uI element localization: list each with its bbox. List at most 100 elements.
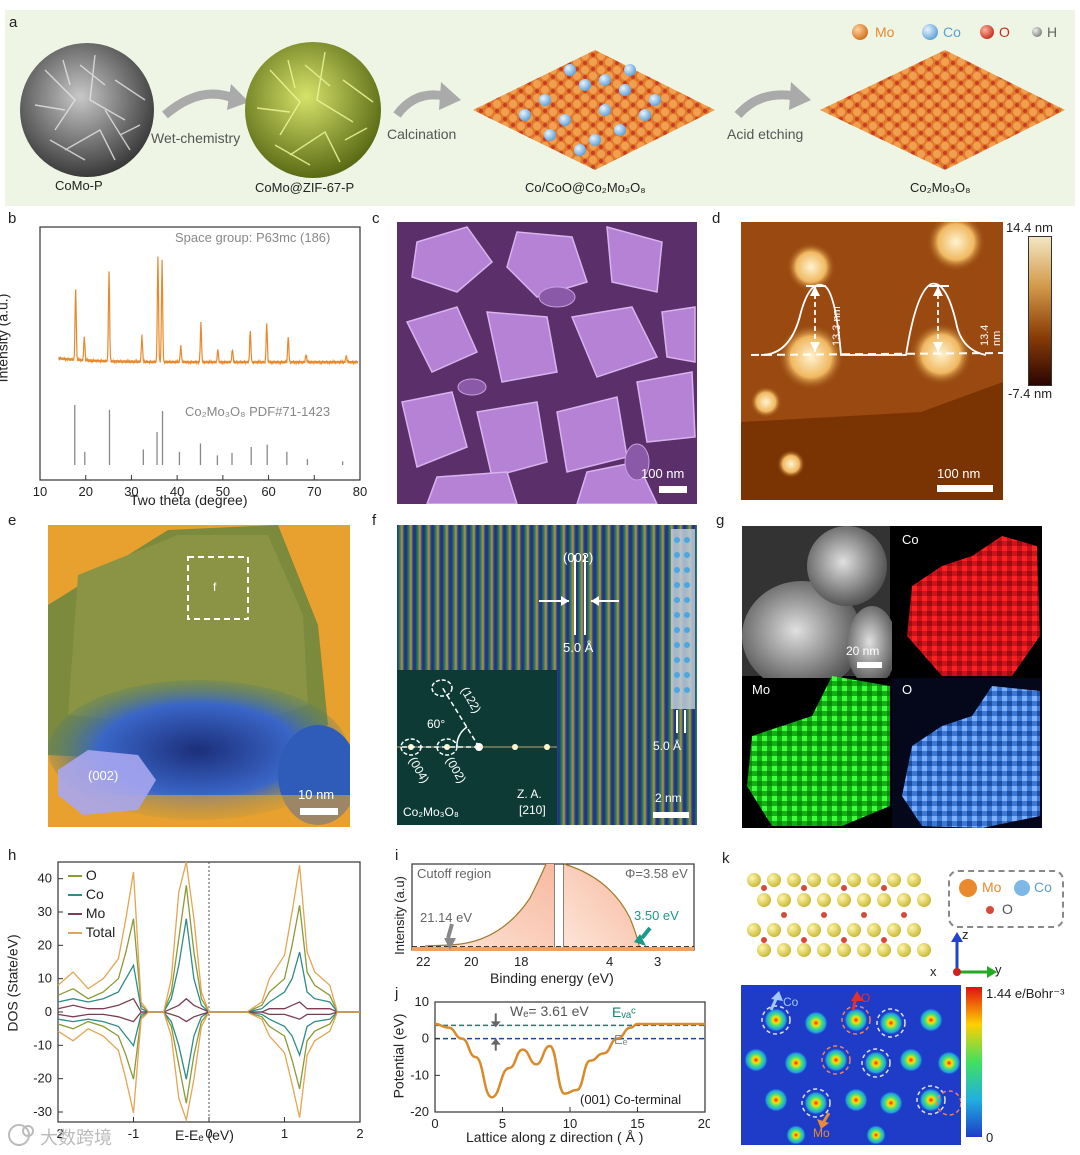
potential-wf: Wₑ= 3.61 eV <box>510 1003 589 1019</box>
arrow-2 <box>393 90 446 118</box>
xrd-chart: 10 20 30 40 50 60 70 80 <box>33 226 367 499</box>
dos-ytick-label-6: 30 <box>38 904 52 919</box>
axis-x: x <box>930 964 937 979</box>
panel-letter-e: e <box>8 512 17 529</box>
hrtem-angle: 60° <box>427 717 446 731</box>
panel-letter-c: c <box>372 210 380 227</box>
hrtem-spacing: 5.0 Å <box>563 640 594 655</box>
material-zif: CoMo@ZIF-67-P <box>255 180 355 195</box>
xrd-xlabel: Two theta (degree) <box>130 492 248 508</box>
dos-xtick-label-2: 0 <box>205 1126 212 1141</box>
atom-legend <box>852 24 1042 40</box>
hrtem-spacing-2: 5.0 Å <box>653 739 682 753</box>
axis-triad <box>951 932 997 978</box>
legend-o: O <box>999 24 1010 40</box>
legend-mo: Mo <box>875 24 895 40</box>
potential-xtick-label-2: 10 <box>563 1116 577 1131</box>
charge-density-map: Co O Mo <box>741 985 961 1145</box>
structure-legend: Mo Co O <box>948 870 1064 928</box>
eds-maps: 20 nm Co Mo O <box>742 526 1042 828</box>
potential-ytick-label-2: 0 <box>422 1031 429 1046</box>
arrow-1 <box>162 89 235 119</box>
dos-ytick-label-2: -10 <box>33 1037 52 1052</box>
dos-legend-co: Co <box>68 885 115 904</box>
dos-line-co-down <box>57 1011 360 1080</box>
tem-box-label: f <box>213 580 217 594</box>
xrd-xtick-label-1: 20 <box>78 484 92 499</box>
potential-ylabel: Potential (eV) <box>390 1013 407 1099</box>
potential-legend: (001) Co-terminal <box>580 1092 682 1107</box>
xrd-ylabel: Intensity (a.u.) <box>0 293 11 383</box>
ups-tick-3: 3 <box>654 954 661 969</box>
ups-e1: 21.14 eV <box>420 910 473 925</box>
eds-scale-label: 20 nm <box>846 644 880 658</box>
potential-ef: Eₑ <box>614 1032 628 1047</box>
dos-ytick-label-0: -30 <box>33 1104 52 1119</box>
panel-letter-g: g <box>716 512 725 529</box>
potential-ytick-label-1: -10 <box>410 1067 429 1082</box>
legend-co: Co <box>943 24 961 40</box>
tem-scale-label: 10 nm <box>298 787 335 802</box>
panel-letter-h: h <box>8 847 17 864</box>
afm-height-2: 13.4 nm <box>979 324 1003 346</box>
potential-line <box>434 1022 705 1099</box>
step-acid-etching: Acid etching <box>727 126 804 142</box>
hrtem-scale-label: 2 nm <box>655 791 682 805</box>
ups-tick-4: 4 <box>606 954 613 969</box>
afm-cb-max: 14.4 nm <box>1006 220 1053 235</box>
potential-arrow-up-head <box>490 1038 501 1045</box>
sem-scalebar <box>659 486 687 493</box>
dos-line-co-up <box>57 918 360 1013</box>
k-legend-o: O <box>1002 901 1013 917</box>
dos-legend-o: O <box>68 866 115 885</box>
dos-line-mo-down <box>57 1011 360 1023</box>
ups-tick-18: 18 <box>514 954 528 969</box>
tem-facet: (002) <box>88 768 119 783</box>
watermark-icon <box>8 1124 34 1146</box>
ups-ylabel: Intensity (a.u) <box>391 876 407 955</box>
potential-xtick-label-0: 0 <box>431 1116 438 1131</box>
afm-scale-label: 100 nm <box>937 466 981 481</box>
potential-xtick-label-1: 5 <box>499 1116 506 1131</box>
ups-e2: 3.50 eV <box>634 908 679 923</box>
dos-xtick-label-4: 2 <box>356 1126 363 1141</box>
dos-xtick-label-1: -1 <box>128 1126 140 1141</box>
potential-evac: Eᵥₐᶜ <box>612 1004 637 1020</box>
material-final: Co₂Mo₃O₈ <box>910 180 971 195</box>
cd-label-co: Co <box>783 995 799 1009</box>
charge-colorbar <box>966 987 982 1137</box>
xrd-xtick-label-6: 70 <box>307 484 321 499</box>
ups-region: Cutoff region <box>417 866 492 881</box>
xrd-xtick-label-4: 50 <box>216 484 230 499</box>
dos-ytick-label-5: 20 <box>38 937 52 952</box>
dos-ylabel: DOS (State/eV) <box>4 934 21 1032</box>
ups-tick-22: 22 <box>416 954 430 969</box>
potential-arrow-down-head <box>490 1021 501 1028</box>
dos-xtick-label-3: 1 <box>281 1126 288 1141</box>
eds-o-label: O <box>902 682 913 697</box>
xrd-frame <box>39 226 361 481</box>
charge-cb-max: 1.44 e/Bohr⁻³ <box>986 986 1065 1001</box>
arrow-3 <box>734 90 796 119</box>
ups-right-curve <box>564 864 640 950</box>
afm-cb-min: -7.4 nm <box>1008 386 1053 401</box>
panel-letter-a: a <box>9 14 18 31</box>
charge-spots <box>744 1008 961 1145</box>
k-legend-mo: Mo <box>982 879 1002 895</box>
xrd-xtick-label-5: 60 <box>261 484 275 499</box>
dos-xtick-label-0: -2 <box>52 1126 64 1141</box>
xrd-xtick-label-7: 80 <box>353 484 367 499</box>
panel-letter-f: f <box>372 512 377 529</box>
potential-xlabel: Lattice along z direction ( Å ) <box>466 1129 644 1145</box>
dos-legend-mo: Mo <box>68 904 115 923</box>
eds-co-label: Co <box>902 532 919 547</box>
synthesis-schematic <box>20 24 1065 178</box>
xrd-measured-line <box>57 256 359 366</box>
legend-h: H <box>1047 24 1058 40</box>
hrtem-material: Co₂Mo₃O₈ <box>403 805 459 819</box>
dos-ytick-label-1: -20 <box>33 1071 52 1086</box>
ups-left-curve <box>425 864 554 950</box>
dos-xlabel: E-Eₑ (eV) <box>175 1127 234 1143</box>
xrd-reference-label: Co₂Mo₃O₈ PDF#71-1423 <box>185 404 331 419</box>
